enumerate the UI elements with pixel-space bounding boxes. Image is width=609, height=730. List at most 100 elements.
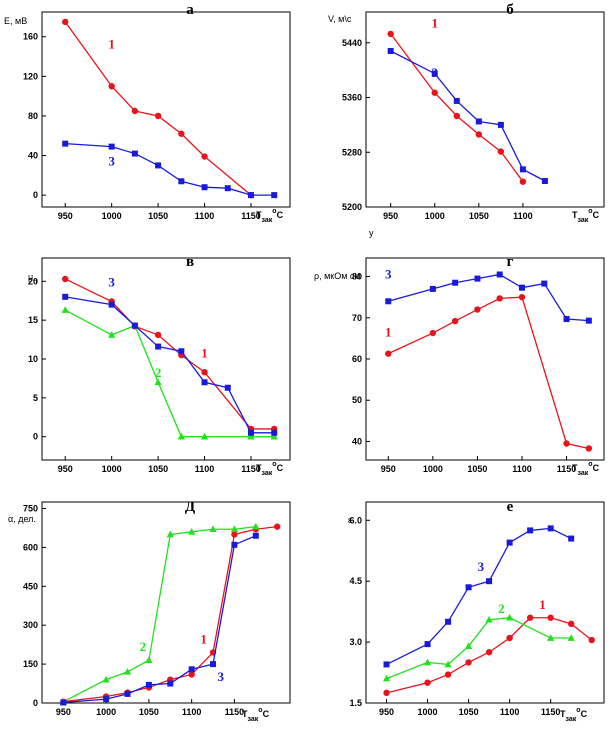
x-tick-label: 1150	[241, 464, 261, 474]
x-tick-label: 1000	[425, 211, 445, 221]
data-point-series-1	[567, 620, 575, 628]
y-tick-label: 40	[352, 436, 362, 446]
series-line-1	[388, 296, 589, 450]
plot-frame	[41, 11, 291, 208]
data-point-series-1	[387, 30, 394, 38]
y-tick-label: 10	[28, 354, 38, 364]
x-axis-label: TзакoC	[242, 707, 270, 723]
x-tick-label: 950	[381, 464, 396, 474]
data-point-series-3	[568, 535, 575, 542]
data-point-series-3	[496, 271, 503, 278]
plot-frame	[365, 501, 605, 704]
data-point-series-3	[188, 666, 195, 673]
data-point-series-1	[188, 671, 195, 678]
data-point-series-1	[154, 112, 162, 120]
data-point-series-3	[145, 681, 152, 688]
data-point-series-2	[61, 306, 69, 313]
data-point-series-2	[382, 674, 391, 682]
data-point-series-1	[474, 306, 481, 313]
data-point-series-3	[429, 285, 436, 292]
data-point-series-1	[453, 112, 460, 120]
series-label-1: 1	[539, 597, 546, 612]
x-tick-label: 950	[58, 211, 73, 221]
data-point-series-2	[547, 634, 555, 641]
data-point-series-2	[200, 432, 209, 440]
panel-e: 950 1000 1050 1100 1150 1.5 3.0 4.5 6.0 е ε TзакoC 3…	[348, 499, 605, 723]
y-tick-label: 5440	[342, 38, 362, 48]
data-point-series-3	[383, 661, 390, 668]
data-point-series-3	[563, 316, 570, 323]
x-tick-label: 1050	[467, 464, 487, 474]
data-point-series-3	[62, 140, 69, 147]
data-point-series-2	[567, 634, 575, 641]
y-tick-label: 80	[28, 111, 38, 121]
data-point-series-1	[519, 178, 527, 185]
plot-frame	[365, 257, 605, 461]
panel-a: 950 1000 1050 1100 1150 0 40 80 120 160 а E, мВ Tзак…	[4, 2, 291, 224]
y-tick-label: 0	[33, 190, 38, 200]
x-tick-label: 1000	[423, 464, 443, 474]
data-point-series-2	[247, 432, 255, 440]
y-tick-label: 0	[33, 432, 38, 442]
data-point-series-2	[230, 525, 239, 533]
y-tick-label: 300	[23, 620, 38, 630]
data-point-series-3	[108, 143, 115, 150]
panel-b: 950 1000 1050 1100 5200 5280 5360 5440 б V, м\с Tз…	[328, 2, 605, 238]
y-tick-label: 600	[23, 542, 38, 552]
data-point-series-2	[444, 660, 452, 668]
x-tick-label: 950	[56, 707, 71, 717]
data-point-series-3	[474, 275, 481, 282]
panel-letter: в	[186, 254, 194, 270]
data-point-series-3	[385, 298, 392, 305]
data-point-series-3	[387, 48, 394, 54]
data-point-series-3	[541, 178, 548, 184]
y-tick-label: 70	[352, 313, 362, 323]
series-label-1: 1	[385, 324, 392, 339]
x-tick-label: 1100	[195, 211, 215, 221]
data-point-series-1	[273, 523, 281, 530]
data-point-series-3	[201, 184, 208, 191]
y-tick-label: 80	[352, 272, 362, 282]
data-point-series-1	[526, 614, 534, 621]
stray-letter: y	[369, 228, 374, 238]
data-point-series-1	[485, 649, 493, 656]
y-tick-label: 5	[33, 393, 38, 403]
series-line-1	[64, 278, 275, 430]
data-point-series-3	[131, 150, 138, 157]
y-tick-label: 160	[23, 32, 38, 42]
data-point-series-3	[178, 178, 185, 185]
data-point-series-3	[547, 525, 554, 532]
data-point-series-2	[209, 525, 217, 533]
data-point-series-2	[108, 331, 116, 338]
data-point-series-3	[210, 661, 217, 668]
data-point-series-2	[485, 615, 493, 623]
x-tick-label: 1150	[241, 211, 261, 221]
data-point-series-3	[224, 185, 231, 192]
x-tick-label: 1100	[195, 464, 215, 474]
data-point-series-1	[444, 671, 452, 678]
series-line-1	[63, 525, 278, 703]
data-point-series-1	[547, 614, 554, 621]
data-point-series-3	[103, 696, 110, 703]
series-line-2	[386, 617, 572, 680]
data-point-series-2	[102, 675, 110, 683]
y-tick-label: 150	[23, 659, 38, 669]
data-point-series-2	[154, 378, 162, 386]
data-point-series-3	[527, 527, 534, 534]
data-point-series-1	[431, 89, 438, 96]
series-line-1	[390, 33, 524, 183]
data-point-series-1	[62, 18, 69, 26]
series-line-2	[64, 309, 275, 438]
data-point-series-1	[383, 689, 390, 697]
series-label-3: 3	[478, 559, 485, 574]
y-tick-label: 50	[352, 395, 362, 405]
series-line-3	[390, 50, 546, 182]
data-point-series-3	[445, 618, 452, 625]
data-point-series-2	[166, 530, 174, 538]
y-axis-label: μн	[28, 272, 37, 285]
data-point-series-3	[519, 166, 526, 173]
y-tick-label: 750	[23, 503, 38, 513]
data-point-series-1	[465, 659, 472, 666]
x-axis-label: TзакoC	[572, 461, 600, 477]
x-tick-label: 1150	[225, 707, 245, 717]
